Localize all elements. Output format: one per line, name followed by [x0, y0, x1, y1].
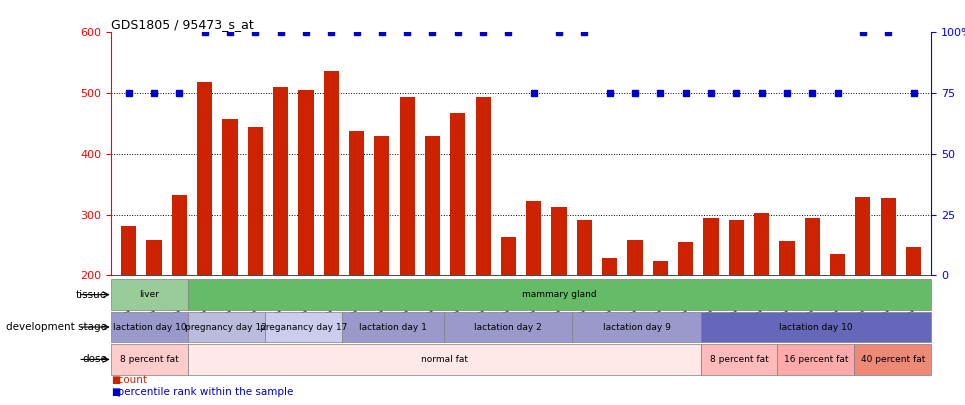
Text: dose: dose — [82, 354, 107, 364]
Bar — [188, 344, 701, 375]
Text: GDS1805 / 95473_s_at: GDS1805 / 95473_s_at — [111, 18, 254, 31]
Bar — [854, 344, 931, 375]
Text: count: count — [111, 375, 147, 385]
Bar — [323, 71, 339, 275]
Bar — [805, 218, 820, 275]
Bar — [778, 344, 854, 375]
Bar — [172, 195, 187, 275]
Text: 8 percent fat: 8 percent fat — [120, 355, 179, 364]
Bar — [572, 312, 701, 342]
Bar — [701, 312, 931, 342]
Bar — [652, 261, 668, 275]
Bar — [703, 218, 719, 275]
Bar — [349, 131, 364, 275]
Text: ■: ■ — [111, 375, 121, 385]
Text: lactation day 9: lactation day 9 — [602, 322, 671, 332]
Text: lactation day 1: lactation day 1 — [359, 322, 427, 332]
Bar — [754, 213, 769, 275]
Text: lactation day 10: lactation day 10 — [779, 322, 853, 332]
Bar — [374, 136, 390, 275]
Bar — [729, 220, 744, 275]
Bar — [342, 312, 444, 342]
Text: preganancy day 17: preganancy day 17 — [260, 322, 346, 332]
Text: 40 percent fat: 40 percent fat — [861, 355, 925, 364]
Bar — [602, 258, 618, 275]
Bar — [400, 98, 415, 275]
Bar — [830, 254, 845, 275]
Bar — [248, 126, 262, 275]
Text: lactation day 10: lactation day 10 — [113, 322, 186, 332]
Bar — [501, 237, 516, 275]
Bar — [678, 242, 693, 275]
Text: pregnancy day 12: pregnancy day 12 — [185, 322, 267, 332]
Bar — [577, 220, 592, 275]
Bar — [855, 197, 870, 275]
Text: lactation day 2: lactation day 2 — [475, 322, 542, 332]
Bar — [627, 240, 643, 275]
Bar — [298, 90, 314, 275]
Text: mammary gland: mammary gland — [522, 290, 597, 299]
Bar — [273, 87, 289, 275]
Bar — [222, 119, 237, 275]
Bar — [121, 226, 136, 275]
Text: ■: ■ — [111, 387, 121, 397]
Bar — [881, 198, 896, 275]
Bar — [197, 82, 212, 275]
Bar — [147, 240, 161, 275]
Bar — [551, 207, 566, 275]
Bar — [780, 241, 794, 275]
Bar — [451, 113, 465, 275]
Bar — [701, 344, 778, 375]
Text: 16 percent fat: 16 percent fat — [784, 355, 848, 364]
Bar — [526, 201, 541, 275]
Bar — [188, 312, 264, 342]
Bar — [425, 136, 440, 275]
Text: percentile rank within the sample: percentile rank within the sample — [111, 387, 293, 397]
Bar — [906, 247, 922, 275]
Bar — [111, 344, 188, 375]
Text: development stage: development stage — [6, 322, 107, 332]
Text: normal fat: normal fat — [421, 355, 468, 364]
Bar — [264, 312, 342, 342]
Bar — [111, 312, 188, 342]
Text: tissue: tissue — [75, 290, 107, 300]
Text: liver: liver — [139, 290, 159, 299]
Bar — [476, 97, 491, 275]
Text: 8 percent fat: 8 percent fat — [709, 355, 768, 364]
Bar — [444, 312, 572, 342]
Bar — [111, 279, 188, 310]
